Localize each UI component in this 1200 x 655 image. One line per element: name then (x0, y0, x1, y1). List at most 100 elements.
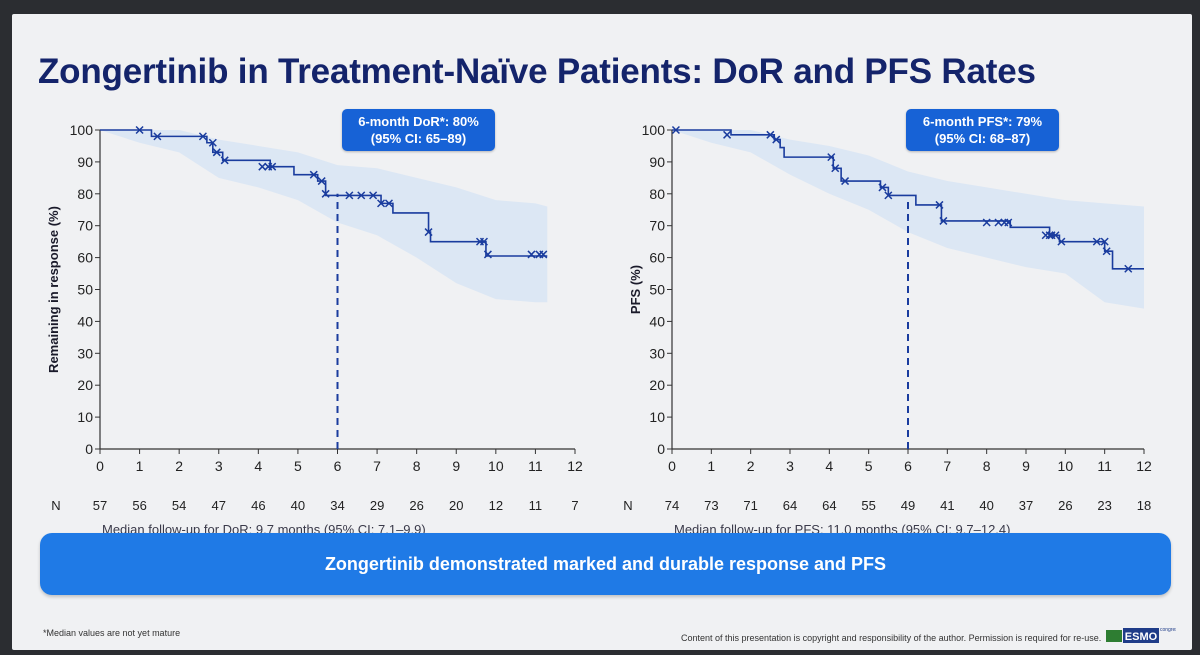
dor-censor-mark (135, 125, 144, 135)
footnote: *Median values are not yet mature (43, 628, 181, 638)
dor-at-risk-value: 40 (291, 498, 305, 513)
pfs-at-risk-value: 41 (940, 498, 954, 513)
pfs-y-tick-label: 90 (649, 154, 665, 170)
pfs-censor-mark (935, 200, 944, 209)
pfs-x-tick-label: 11 (1097, 458, 1112, 474)
pfs-x-tick-label: 7 (943, 458, 951, 474)
pfs-censor-mark (723, 130, 732, 139)
dor-ci-band (100, 130, 548, 303)
dor-at-risk-value: 26 (409, 498, 423, 513)
pfs-y-tick-label: 100 (642, 122, 666, 138)
dor-y-tick-label: 70 (77, 218, 93, 234)
pfs-y-tick-label: 10 (649, 409, 665, 425)
pfs-censor-mark (884, 191, 893, 200)
dor-censor-mark (208, 138, 217, 147)
logo-blue-block (1123, 628, 1159, 643)
pfs-y-tick-label: 20 (649, 377, 665, 393)
dor-x-tick-label: 3 (215, 458, 223, 474)
dor-y-tick-label: 10 (77, 409, 93, 425)
dor-followup-note: Median follow-up for DoR: 9.7 months (95… (102, 522, 426, 534)
dor-y-tick-label: 90 (77, 154, 93, 170)
pfs-at-risk-value: 73 (704, 498, 718, 513)
pfs-at-risk-value: 49 (901, 498, 915, 513)
dor-y-tick-label: 0 (85, 441, 93, 457)
pfs-at-risk-value: 64 (783, 498, 797, 513)
pfs-censor-mark (994, 218, 1003, 227)
logo-brand-text: ESMO (1125, 631, 1158, 643)
pfs-censor-mark (772, 135, 781, 144)
pfs-x-tick-label: 5 (865, 458, 873, 474)
pfs-censor-mark (766, 130, 775, 139)
pfs-censor-mark (1092, 237, 1101, 246)
pfs-censor-mark (671, 125, 680, 135)
pfs-y-axis-label: PFS (%) (628, 265, 643, 314)
pfs-x-tick-label: 2 (747, 458, 755, 474)
dor-censor-mark (483, 250, 492, 259)
pfs-followup-note: Median follow-up for PFS: 11.0 months (9… (674, 522, 1010, 534)
logo-green-block (1106, 630, 1122, 642)
pfs-censor-mark (939, 216, 948, 225)
slide-title: Zongertinib in Treatment-Naïve Patients:… (38, 52, 1036, 91)
dor-censor-mark (424, 228, 433, 237)
dor-at-risk-value: 29 (370, 498, 384, 513)
dor-n-label: N (51, 498, 60, 513)
dor-at-risk-value: 20 (449, 498, 463, 513)
dor-y-tick-label: 50 (77, 282, 93, 298)
pfs-at-risk-value: 40 (979, 498, 993, 513)
dor-x-tick-label: 12 (567, 458, 583, 474)
dor-censor-mark (317, 177, 326, 186)
dor-censor-mark (258, 162, 267, 171)
pfs-y-tick-label: 80 (649, 186, 665, 202)
dor-at-risk-value: 46 (251, 498, 265, 513)
pfs-at-risk-value: 26 (1058, 498, 1072, 513)
pfs-y-tick-label: 0 (657, 441, 665, 457)
pfs-y-tick-label: 50 (649, 282, 665, 298)
dor-annotation: 6-month DoR*: 80% (95% CI: 65–89) (342, 109, 495, 151)
dor-at-risk-value: 12 (489, 498, 503, 513)
pfs-y-tick-label: 60 (649, 250, 665, 266)
pfs-at-risk-value: 37 (1019, 498, 1033, 513)
dor-x-tick-label: 9 (452, 458, 460, 474)
pfs-annotation: 6-month PFS*: 79% (95% CI: 68–87) (906, 109, 1059, 151)
dor-censor-mark (384, 199, 393, 208)
dor-y-tick-label: 40 (77, 313, 93, 329)
dor-x-tick-label: 2 (175, 458, 183, 474)
pfs-censor-mark (1004, 218, 1013, 227)
pfs-at-risk-value: 71 (743, 498, 757, 513)
dor-y-tick-label: 100 (70, 122, 94, 138)
pfs-at-risk-value: 23 (1097, 498, 1111, 513)
dor-censor-mark (212, 148, 221, 157)
dor-censor-mark (198, 132, 207, 141)
esmo-congress-logo: ESMO congress (1106, 627, 1176, 643)
pfs-y-tick-label: 70 (649, 218, 665, 234)
dor-censor-mark (268, 162, 277, 171)
pfs-censor-mark (1100, 237, 1109, 246)
pfs-censor-mark (878, 183, 887, 192)
pfs-x-tick-label: 12 (1136, 458, 1152, 474)
dor-annotation-line2: (95% CI: 65–89) (370, 131, 467, 146)
dor-censor-mark (357, 191, 366, 200)
pfs-x-tick-label: 10 (1058, 458, 1074, 474)
pfs-y-tick-label: 40 (649, 313, 665, 329)
dor-censor-mark (369, 191, 378, 200)
pfs-censor-mark (1045, 231, 1054, 240)
dor-at-risk-value: 34 (330, 498, 344, 513)
dor-censor-mark (479, 237, 488, 246)
pfs-x-tick-label: 3 (786, 458, 794, 474)
dor-at-risk-value: 54 (172, 498, 186, 513)
dor-x-tick-label: 11 (528, 458, 543, 474)
pfs-x-tick-label: 0 (668, 458, 676, 474)
dor-at-risk-value: 11 (529, 498, 543, 513)
dor-y-tick-label: 30 (77, 345, 93, 361)
dor-censor-mark (220, 156, 229, 165)
dor-x-tick-label: 6 (334, 458, 342, 474)
dor-x-tick-label: 10 (488, 458, 504, 474)
dor-censor-mark (309, 170, 318, 179)
pfs-censor-mark (831, 164, 840, 173)
pfs-censor-mark (1102, 247, 1111, 256)
dor-x-tick-label: 0 (96, 458, 104, 474)
pfs-censor-mark (1057, 237, 1066, 246)
dor-y-tick-label: 20 (77, 377, 93, 393)
dor-x-tick-label: 4 (254, 458, 262, 474)
pfs-x-tick-label: 4 (825, 458, 833, 474)
